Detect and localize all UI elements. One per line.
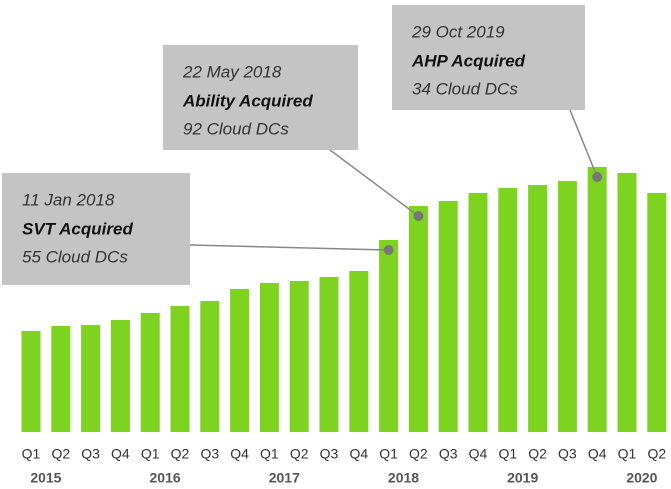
bar <box>170 306 190 432</box>
callout-line <box>569 109 598 178</box>
callout-dot <box>383 245 394 255</box>
bar <box>289 281 309 432</box>
bar <box>319 277 339 432</box>
callout-title: SVT Acquired <box>22 219 133 238</box>
x-tick-label: Q2 <box>409 446 428 462</box>
x-tick-label: Q4 <box>469 446 488 462</box>
x-tick-label: Q3 <box>439 446 458 462</box>
bar <box>81 325 101 432</box>
callout-box <box>392 5 585 110</box>
x-tick-label: Q1 <box>498 446 517 462</box>
bar <box>498 188 518 432</box>
x-tick-label: Q2 <box>528 446 547 462</box>
x-tick-label: Q3 <box>200 446 219 462</box>
bar <box>557 181 577 432</box>
callout-line <box>189 244 389 251</box>
callout-detail: 34 Cloud DCs <box>412 79 518 98</box>
x-tick-label: Q2 <box>290 446 309 462</box>
bar <box>617 173 637 432</box>
bar <box>528 185 548 432</box>
callout-detail: 55 Cloud DCs <box>22 247 128 266</box>
bar <box>140 313 160 432</box>
callout-box <box>2 173 190 285</box>
year-label: 2018 <box>388 470 419 486</box>
x-tick-label: Q2 <box>51 446 70 462</box>
x-tick-label: Q1 <box>260 446 279 462</box>
callout-line <box>329 149 419 217</box>
bar <box>587 167 607 432</box>
bar <box>408 206 428 432</box>
x-tick-label: Q4 <box>111 446 130 462</box>
bar <box>200 301 220 432</box>
bar <box>379 240 399 432</box>
callout-date: 22 May 2018 <box>182 62 282 81</box>
bar <box>259 283 279 432</box>
bar <box>110 320 130 432</box>
year-label: 2015 <box>30 470 61 486</box>
x-tick-label: Q1 <box>141 446 160 462</box>
x-tick-label: Q3 <box>558 446 577 462</box>
callout-date: 29 Oct 2019 <box>411 22 505 41</box>
x-tick-label: Q3 <box>81 446 100 462</box>
x-tick-label: Q3 <box>320 446 339 462</box>
year-label: 2019 <box>507 470 538 486</box>
x-tick-label: Q2 <box>647 446 666 462</box>
callout-box <box>163 45 358 150</box>
x-tick-label: Q1 <box>618 446 637 462</box>
bar <box>230 289 250 432</box>
callout-dot <box>413 211 424 221</box>
bar <box>349 271 369 432</box>
bar <box>438 201 458 432</box>
bar <box>647 193 667 432</box>
callout-dot <box>592 172 603 182</box>
x-tick-label: Q4 <box>349 446 368 462</box>
callout-title: AHP Acquired <box>411 51 526 70</box>
bar <box>468 193 488 432</box>
x-tick-label: Q2 <box>171 446 190 462</box>
x-tick-label: Q4 <box>588 446 607 462</box>
callout-title: Ability Acquired <box>182 91 313 110</box>
year-label: 2020 <box>626 470 657 486</box>
callout-date: 11 Jan 2018 <box>22 190 115 209</box>
x-tick-label: Q1 <box>379 446 398 462</box>
bar <box>51 326 71 432</box>
year-label: 2016 <box>150 470 181 486</box>
x-tick-label: Q4 <box>230 446 249 462</box>
x-tick-label: Q1 <box>22 446 41 462</box>
year-label: 2017 <box>269 470 300 486</box>
bar <box>21 331 41 432</box>
callout-detail: 92 Cloud DCs <box>183 119 289 138</box>
